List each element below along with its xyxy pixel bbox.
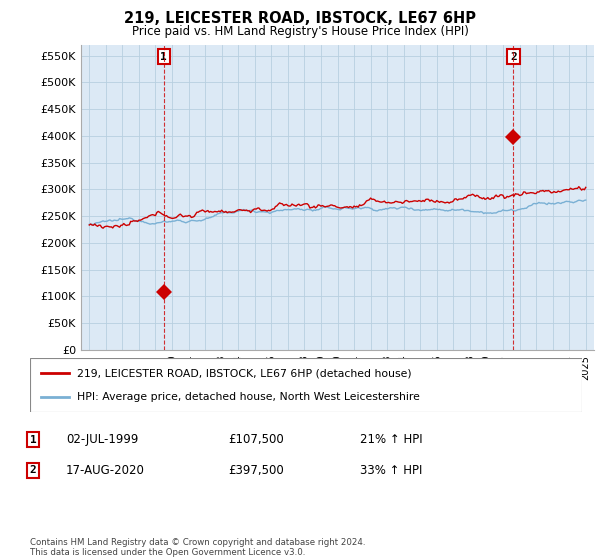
Text: 219, LEICESTER ROAD, IBSTOCK, LE67 6HP: 219, LEICESTER ROAD, IBSTOCK, LE67 6HP [124, 11, 476, 26]
Text: 17-AUG-2020: 17-AUG-2020 [66, 464, 145, 477]
Text: 219, LEICESTER ROAD, IBSTOCK, LE67 6HP (detached house): 219, LEICESTER ROAD, IBSTOCK, LE67 6HP (… [77, 368, 412, 379]
Text: 21% ↑ HPI: 21% ↑ HPI [360, 433, 422, 446]
Text: Price paid vs. HM Land Registry's House Price Index (HPI): Price paid vs. HM Land Registry's House … [131, 25, 469, 38]
Text: £397,500: £397,500 [228, 464, 284, 477]
Text: 33% ↑ HPI: 33% ↑ HPI [360, 464, 422, 477]
Text: 2: 2 [510, 52, 517, 62]
Text: 02-JUL-1999: 02-JUL-1999 [66, 433, 139, 446]
Text: 1: 1 [29, 435, 37, 445]
Text: £107,500: £107,500 [228, 433, 284, 446]
Text: 1: 1 [160, 52, 167, 62]
Text: 2: 2 [29, 465, 37, 475]
Text: HPI: Average price, detached house, North West Leicestershire: HPI: Average price, detached house, Nort… [77, 391, 420, 402]
Text: Contains HM Land Registry data © Crown copyright and database right 2024.
This d: Contains HM Land Registry data © Crown c… [30, 538, 365, 557]
